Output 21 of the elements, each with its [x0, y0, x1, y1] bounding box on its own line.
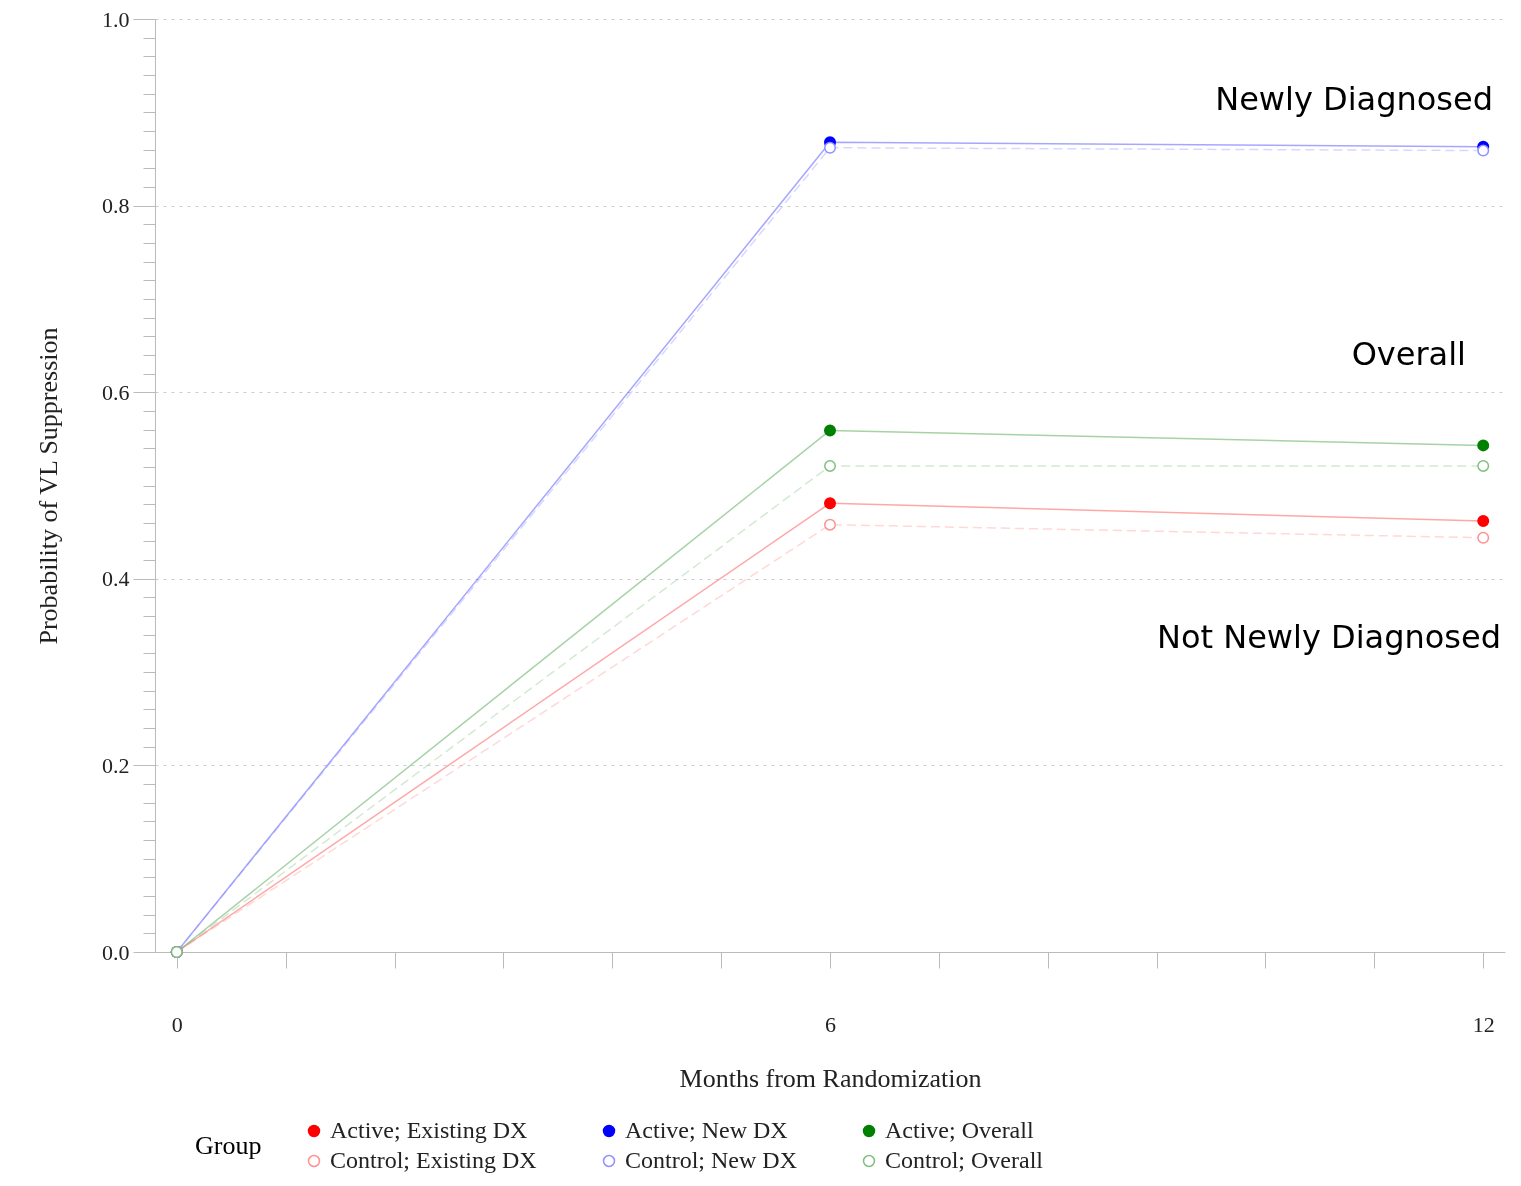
legend-label: Control; Existing DX — [330, 1147, 537, 1173]
annotation: Newly Diagnosed — [1215, 80, 1493, 118]
y-tick-label: 0.6 — [102, 379, 130, 405]
annotation: Overall — [1351, 335, 1466, 373]
y-tick-label: 1.0 — [102, 6, 130, 32]
x-tick-label: 12 — [1472, 1011, 1495, 1037]
y-tick-label: 0.0 — [102, 939, 130, 965]
x-tick-label: 6 — [825, 1011, 836, 1037]
x-axis-title: Months from Randomization — [679, 1063, 982, 1093]
legend-label: Active; Existing DX — [330, 1117, 528, 1143]
annotation: Not Newly Diagnosed — [1156, 618, 1501, 656]
y-tick-label: 0.2 — [102, 752, 130, 778]
legend-title: Group — [195, 1131, 262, 1160]
legend-label: Active; New DX — [625, 1117, 788, 1143]
legend-label: Control; New DX — [625, 1147, 797, 1173]
x-tick-label: 0 — [171, 1011, 183, 1037]
y-tick-label: 0.8 — [102, 193, 130, 219]
legend-label: Control; Overall — [885, 1147, 1044, 1173]
y-axis-title: Probability of VL Suppression — [34, 327, 63, 645]
y-tick-label: 0.4 — [102, 566, 130, 592]
legend-label: Active; Overall — [885, 1117, 1034, 1143]
